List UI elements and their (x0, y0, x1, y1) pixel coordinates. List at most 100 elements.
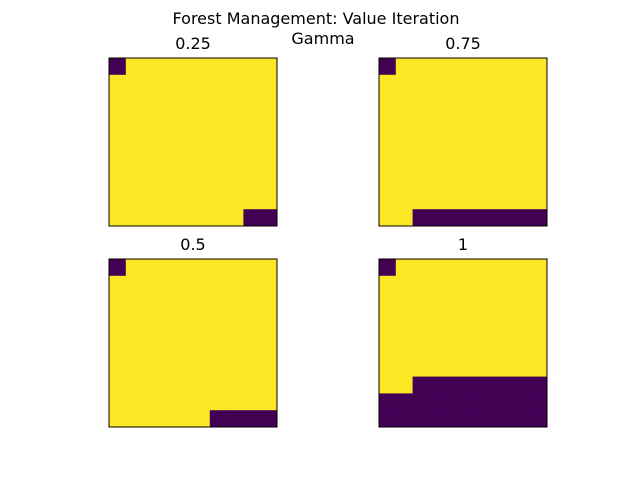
heatmap-cell (226, 326, 244, 344)
heatmap-cell (109, 326, 127, 344)
heatmap-cell (209, 108, 227, 126)
heatmap-cell (176, 74, 194, 92)
heatmap-cell (446, 192, 464, 210)
heatmap-cell (176, 410, 194, 428)
heatmap-cell (260, 393, 278, 411)
heatmap-cell (479, 91, 497, 109)
heatmap-cell (429, 292, 447, 310)
heatmap-cell (159, 125, 177, 143)
heatmap-cell (109, 158, 127, 176)
heatmap-cell (125, 326, 143, 344)
heatmap-cell (159, 343, 177, 361)
heatmap-cell (109, 393, 127, 411)
heatmap-cell (530, 275, 548, 293)
heatmap-cell (142, 192, 160, 210)
heatmap-cell (513, 58, 531, 76)
heatmap-cell (226, 142, 244, 160)
heatmap-cell (159, 309, 177, 327)
heatmap-cell (159, 158, 177, 176)
heatmap-cell (513, 376, 531, 394)
heatmap-cell (109, 376, 127, 394)
heatmap-cell (429, 58, 447, 76)
heatmap-cell (109, 125, 127, 143)
heatmap-cell (125, 74, 143, 92)
heatmap-cell (176, 158, 194, 176)
heatmap-cell (193, 175, 211, 193)
heatmap-cell (496, 376, 514, 394)
heatmap-cell (379, 309, 397, 327)
heatmap-cell (260, 410, 278, 428)
heatmap-cell (209, 326, 227, 344)
heatmap-cell (142, 158, 160, 176)
heatmap-cell (193, 192, 211, 210)
heatmap-cell (412, 393, 430, 411)
heatmap-cell (513, 309, 531, 327)
heatmap-cell (243, 275, 261, 293)
heatmap-cell (159, 74, 177, 92)
heatmap-cell (379, 175, 397, 193)
heatmap-cell (412, 292, 430, 310)
heatmap-cell (479, 410, 497, 428)
heatmap-cell (260, 209, 278, 227)
heatmap-cell (176, 309, 194, 327)
axes-frame (108, 258, 278, 428)
heatmap-cell (463, 158, 481, 176)
heatmap-cell (260, 175, 278, 193)
heatmap-cell (446, 91, 464, 109)
heatmap-cell (226, 209, 244, 227)
heatmap-cell (243, 292, 261, 310)
heatmap-cell (193, 326, 211, 344)
heatmap-cell (209, 275, 227, 293)
heatmap-cell (479, 209, 497, 227)
heatmap-cell (176, 393, 194, 411)
heatmap-cell (379, 91, 397, 109)
heatmap-cell (209, 359, 227, 377)
heatmap-cell (479, 393, 497, 411)
heatmap-cell (429, 393, 447, 411)
heatmap-cell (142, 292, 160, 310)
heatmap-cell (109, 309, 127, 327)
heatmap-cell (496, 393, 514, 411)
heatmap-cell (159, 259, 177, 277)
heatmap-cell (260, 359, 278, 377)
heatmap-cell (260, 292, 278, 310)
heatmap-cell (193, 359, 211, 377)
heatmap-cell (142, 326, 160, 344)
heatmap-cell (142, 275, 160, 293)
heatmap-cell (463, 74, 481, 92)
heatmap-cell (193, 309, 211, 327)
heatmap-cell (226, 125, 244, 143)
heatmap-cell (446, 175, 464, 193)
heatmap-cell (379, 108, 397, 126)
heatmap-cell (125, 158, 143, 176)
heatmap-cell (243, 175, 261, 193)
heatmap-cell (412, 158, 430, 176)
heatmap-cell (243, 142, 261, 160)
heatmap-cell (446, 142, 464, 160)
heatmap-cell (463, 292, 481, 310)
heatmap-cell (142, 58, 160, 76)
heatmap-cell (176, 91, 194, 109)
heatmap-cell (496, 343, 514, 361)
heatmap-cell (125, 393, 143, 411)
heatmap-panel: 0.25 (108, 34, 278, 227)
heatmap-cell (159, 410, 177, 428)
heatmap-cell (243, 125, 261, 143)
heatmap-cell (142, 343, 160, 361)
heatmap-cell (176, 175, 194, 193)
heatmap-cell (530, 58, 548, 76)
heatmap-cell (513, 142, 531, 160)
heatmap-cell (226, 74, 244, 92)
heatmap-cell (479, 259, 497, 277)
heatmap-cell (513, 292, 531, 310)
heatmap-cell (176, 58, 194, 76)
heatmap-cell (125, 343, 143, 361)
heatmap-cell (513, 393, 531, 411)
heatmap-cell (412, 74, 430, 92)
heatmap-cell (379, 275, 397, 293)
heatmap-cell (412, 175, 430, 193)
heatmap-cell (395, 175, 413, 193)
heatmap-cell (395, 343, 413, 361)
heatmap-panel: 0.5 (108, 235, 278, 428)
heatmap-cell (463, 326, 481, 344)
